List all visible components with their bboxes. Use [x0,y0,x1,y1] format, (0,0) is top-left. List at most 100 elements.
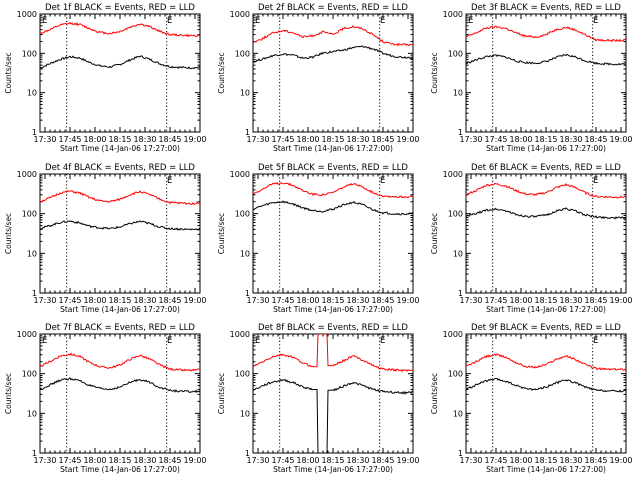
y-tick-label: 100 [448,49,463,58]
y-tick-label: 100 [22,210,37,219]
x-tick-label: 18:30 [133,135,156,144]
panel-title: Det 4f BLACK = Events, RED = LLD [45,163,195,173]
y-tick-label: 1000 [17,10,37,19]
panel-title: Det 6f BLACK = Events, RED = LLD [471,163,621,173]
x-tick-label: 17:30 [246,296,269,305]
x-axis-label: Start Time (14-Jan-06 17:27:00) [60,305,180,314]
y-axis-label: Counts/sec [217,52,226,93]
y-axis-label: Counts/sec [4,373,13,414]
y-axis-label: Counts/sec [217,213,226,254]
x-tick-label: 18:15 [534,135,557,144]
events-series-line [466,377,626,393]
y-tick-label: 1000 [17,330,37,339]
x-tick-label: 18:00 [83,135,106,144]
panel-det-4: Det 4f BLACK = Events, RED = LLD 1 10 100 10… [4,163,207,314]
events-series-line [40,376,200,394]
y-tick-label: 1000 [230,170,250,179]
annotation-e: E [468,16,473,26]
y-tick-label: 1 [245,128,250,137]
x-axis-label: Start Time (14-Jan-06 17:27:00) [486,144,606,153]
lld-series-line [253,334,413,373]
events-series-line [253,200,413,216]
panel-det-7: Det 7f BLACK = Events, RED = LLD 1 10 100 10… [4,323,207,474]
panel-det-2: Det 2f BLACK = Events, RED = LLD 1 10 100 10… [217,3,420,153]
x-tick-label: 17:45 [58,456,81,465]
y-tick-label: 100 [22,49,37,58]
panel-title: Det 7f BLACK = Events, RED = LLD [45,323,195,333]
y-tick-label: 100 [448,370,463,379]
annotation-e: E [593,176,598,186]
y-tick-label: 100 [235,210,250,219]
x-tick-label: 18:45 [371,135,394,144]
y-tick-label: 10 [240,409,250,418]
annotation-e: E [380,336,385,346]
events-series-line [253,378,413,453]
y-tick-label: 10 [453,89,463,98]
x-tick-label: 18:00 [83,456,106,465]
panel-title: Det 9f BLACK = Events, RED = LLD [471,323,621,333]
x-tick-label: 18:15 [321,296,344,305]
y-tick-label: 1 [245,289,250,298]
x-axis-label: Start Time (14-Jan-06 17:27:00) [273,465,393,474]
plot-frame [465,13,627,133]
x-tick-label: 17:30 [33,456,56,465]
lld-series-line [253,25,413,47]
plot-frame [39,333,201,454]
plot-frame [465,173,627,294]
x-axis-label: Start Time (14-Jan-06 17:27:00) [486,465,606,474]
y-tick-label: 1 [245,449,250,458]
y-tick-label: 1 [32,289,37,298]
lld-series-line [466,182,626,199]
y-axis-label: Counts/sec [4,52,13,93]
y-axis-label: Counts/sec [430,373,439,414]
x-tick-label: 19:00 [183,296,206,305]
y-tick-label: 1 [458,289,463,298]
y-tick-label: 1000 [443,170,463,179]
x-tick-label: 18:45 [371,296,394,305]
annotation-e: E [593,16,598,26]
events-series-line [253,45,413,63]
panel-det-5: Det 5f BLACK = Events, RED = LLD 1 10 100 10… [217,163,420,314]
y-tick-label: 100 [235,370,250,379]
y-axis-label: Counts/sec [4,213,13,254]
x-tick-label: 18:45 [584,456,607,465]
y-tick-label: 10 [27,89,37,98]
y-tick-label: 10 [240,249,250,258]
x-tick-label: 18:45 [158,296,181,305]
x-tick-label: 18:30 [346,456,369,465]
annotation-e: E [593,336,598,346]
plot-frame [465,333,627,454]
x-tick-label: 17:45 [271,135,294,144]
y-axis-label: Counts/sec [430,213,439,254]
y-tick-label: 10 [240,89,250,98]
y-tick-label: 1000 [17,170,37,179]
y-tick-label: 1 [458,128,463,137]
lld-series-line [466,353,626,371]
lld-series-line [253,181,413,199]
annotation-e: E [167,16,172,26]
x-tick-label: 17:30 [246,456,269,465]
annotation-e: E [42,336,47,346]
x-tick-label: 18:30 [133,456,156,465]
x-tick-label: 18:45 [584,135,607,144]
y-tick-label: 100 [22,370,37,379]
x-tick-label: 18:15 [108,296,131,305]
annotation-e: E [42,16,47,26]
y-tick-label: 1 [32,449,37,458]
y-tick-label: 10 [27,249,37,258]
y-tick-label: 100 [235,49,250,58]
y-tick-label: 1 [32,128,37,137]
x-tick-label: 18:15 [321,135,344,144]
x-tick-label: 17:30 [33,135,56,144]
x-tick-label: 18:15 [534,296,557,305]
annotation-e: E [167,336,172,346]
lld-series-line [40,21,200,38]
plot-frame [252,333,414,454]
y-axis-label: Counts/sec [217,373,226,414]
panel-det-9: Det 9f BLACK = Events, RED = LLD 1 10 100 10… [430,323,633,474]
x-tick-label: 18:15 [108,135,131,144]
x-tick-label: 17:45 [271,456,294,465]
y-tick-label: 1000 [443,330,463,339]
x-tick-label: 18:15 [534,456,557,465]
